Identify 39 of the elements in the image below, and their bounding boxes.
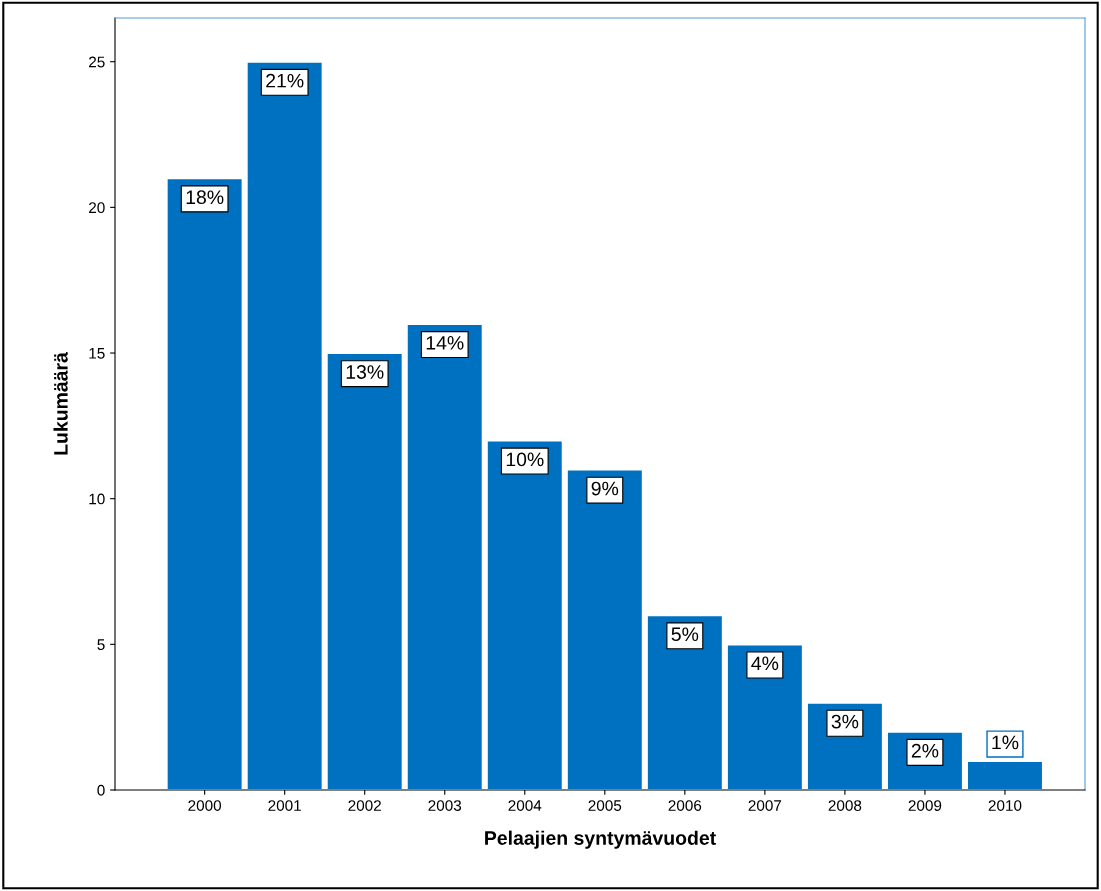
x-axis-title: Pelaajien syntymävuodet [485, 830, 716, 849]
bar [965, 759, 1045, 790]
y-tick-label: 25 [89, 56, 105, 68]
y-tick-label: 0 [97, 784, 105, 796]
bar [725, 643, 804, 790]
annotation: 21% [266, 73, 304, 88]
bar [165, 177, 244, 790]
annotation: 1% [992, 735, 1019, 750]
x-tick-label: 2005 [588, 800, 622, 811]
y-tick-label: 10 [89, 493, 105, 505]
bar [485, 439, 564, 790]
annotation: 13% [346, 365, 384, 379]
annotation: 9% [591, 481, 619, 496]
annotation: 4% [751, 656, 779, 671]
x-tick-label: 2009 [908, 800, 942, 811]
x-tick-label: 2002 [348, 800, 381, 811]
annotation: 10% [506, 452, 544, 467]
x-tick-label: 2007 [748, 800, 782, 811]
y-tick-label: 15 [89, 348, 105, 359]
bar [645, 614, 724, 790]
x-tick-label: 2010 [988, 800, 1022, 811]
x-tick-label: 2001 [268, 800, 301, 811]
y-tick-label: 5 [97, 639, 105, 651]
annotation: 2% [911, 743, 939, 758]
x-tick-label: 2000 [188, 800, 222, 811]
annotation: 5% [671, 627, 699, 642]
bar [325, 351, 404, 790]
annotation: 18% [186, 190, 224, 205]
bar [565, 468, 644, 790]
y-tick-label: 20 [89, 202, 105, 214]
bar [245, 60, 324, 790]
x-tick-label: 2003 [428, 800, 462, 811]
x-tick-label: 2004 [508, 800, 542, 811]
annotation: 14% [426, 336, 464, 350]
y-axis-title: Lukumäärä [53, 352, 68, 455]
annotation: 3% [831, 714, 859, 729]
bar [405, 322, 484, 790]
x-tick-label: 2008 [828, 800, 862, 811]
x-tick-label: 2006 [668, 800, 702, 811]
